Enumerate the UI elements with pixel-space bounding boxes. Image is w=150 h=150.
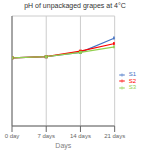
html-text:S1: S1: [128, 71, 136, 78]
html-text:S3: S3: [128, 84, 136, 91]
svg-text:7 days: 7 days: [37, 133, 55, 139]
html-text:pH of unpackaged grapes at 4°C: pH of unpackaged grapes at 4°C: [24, 2, 126, 9]
svg-text:0 day: 0 day: [8, 133, 19, 139]
svg-text:14 days: 14 days: [70, 133, 91, 139]
html-text:S2: S2: [128, 77, 136, 84]
svg-text:21 days: 21 days: [104, 133, 125, 139]
svg-text:Days: Days: [55, 142, 71, 150]
